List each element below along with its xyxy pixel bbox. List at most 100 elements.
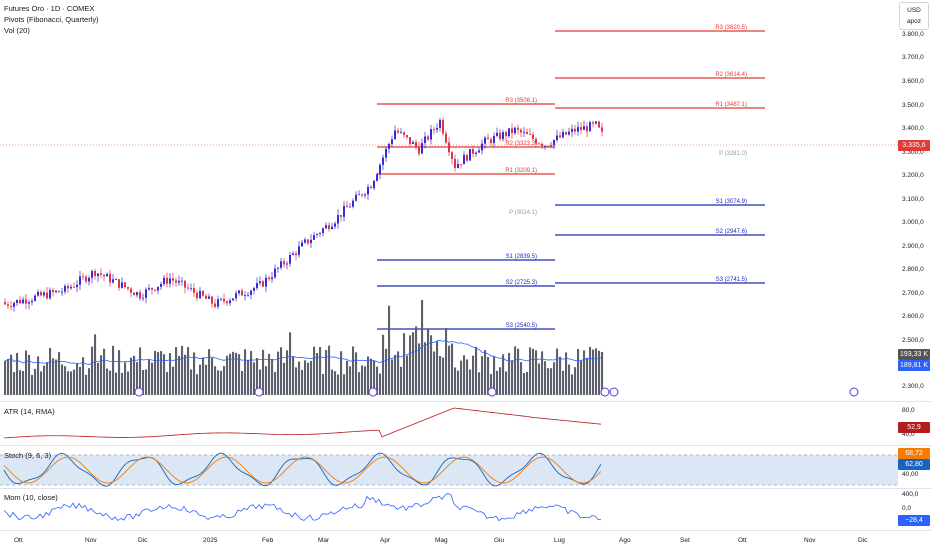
candle-body: [589, 122, 591, 132]
candle-body: [7, 304, 9, 307]
candle-body: [31, 300, 33, 303]
volume-bar: [31, 374, 34, 395]
candle-body: [259, 281, 261, 284]
candle-body: [40, 291, 42, 296]
candle-body: [328, 225, 330, 230]
price-tick: 3.600,0: [902, 78, 924, 85]
mom-title[interactable]: Mom (10, close): [4, 493, 58, 502]
time-tick: Lug: [554, 537, 565, 544]
candle-body: [16, 299, 18, 304]
candle-body: [499, 132, 501, 140]
candle-body: [154, 289, 156, 291]
volume-bar: [583, 350, 586, 395]
price-tick: 2.900,0: [902, 243, 924, 250]
symbol-title[interactable]: Futures Oro · 1D · COMEX: [4, 4, 95, 13]
currency-unit: apoz: [906, 18, 922, 25]
candle-body: [10, 306, 12, 307]
volume-bar: [307, 362, 310, 395]
volume-bar: [439, 356, 442, 395]
candle-body: [559, 135, 561, 138]
volume-bar: [37, 356, 40, 395]
candle-body: [418, 146, 420, 154]
candle-body: [265, 277, 267, 287]
candle-body: [106, 273, 108, 277]
volume-bar: [433, 351, 436, 395]
candle-body: [163, 277, 165, 284]
volume-bar: [487, 356, 490, 395]
volume-bar: [172, 366, 175, 395]
candle-body: [139, 292, 141, 299]
candle-body: [553, 139, 555, 146]
volume-bar: [406, 355, 409, 395]
candle-body: [37, 291, 39, 296]
candle-body: [211, 296, 213, 304]
stoch-title[interactable]: Stoch (9, 6, 3): [4, 451, 52, 460]
candle-body: [451, 152, 453, 159]
volume-bar: [544, 361, 547, 395]
volume-bar: [391, 359, 394, 395]
time-tick: Nov: [85, 537, 97, 544]
candle-body: [280, 261, 282, 268]
time-tick: 2025: [203, 537, 218, 544]
pane-separator[interactable]: [0, 445, 932, 446]
candle-body: [484, 137, 486, 144]
volume-bar: [142, 369, 145, 395]
candle-body: [580, 127, 582, 130]
pivot-lines: R3 (3820.5) R2 (3614.4) R1 (3487.1) P (3281…: [377, 25, 765, 330]
candle-body: [181, 280, 183, 282]
candle-body: [514, 127, 516, 134]
volume-bar: [226, 355, 229, 395]
pane-separator[interactable]: [0, 488, 932, 489]
volume-bar: [187, 347, 190, 395]
candle-body: [289, 254, 291, 264]
candle-body: [382, 157, 384, 165]
candle-body: [226, 301, 228, 304]
atr-value-tag: 52,9: [898, 422, 930, 433]
candle-body: [61, 291, 63, 293]
time-tick: Feb: [262, 537, 274, 544]
volume-bar: [79, 366, 82, 395]
candle-body: [94, 271, 96, 276]
volume-bar: [115, 372, 118, 395]
price-tick: 2.500,0: [902, 337, 924, 344]
candle-body: [49, 290, 51, 299]
mom-pane: [3, 492, 602, 522]
volume-bar: [100, 355, 103, 395]
candle-body: [394, 130, 396, 140]
volume-bar: [67, 371, 70, 395]
candle-body: [424, 136, 426, 144]
volume-bar: [571, 374, 574, 395]
stoch-d-tag: 62,80: [898, 459, 930, 470]
currency-selector[interactable]: USD apoz: [899, 2, 929, 30]
candle-body: [409, 137, 411, 144]
pivot-label: S1 (2839.5): [506, 254, 537, 260]
time-tick: Mag: [435, 537, 448, 544]
candle-body: [19, 299, 21, 304]
volume-bar: [373, 360, 376, 395]
candle-body: [73, 286, 75, 288]
volume-bar: [169, 353, 172, 395]
time-tick: Ott: [738, 537, 747, 544]
pivots-legend[interactable]: Pivots (Fibonacci, Quarterly): [4, 15, 99, 24]
volume-bar: [199, 364, 202, 395]
candle-body: [538, 143, 540, 145]
volume-bar: [298, 361, 301, 395]
candle-body: [523, 132, 525, 133]
volume-bar: [577, 349, 580, 395]
volume-bar: [550, 368, 553, 395]
volume-bar: [256, 358, 259, 395]
volume-bar: [265, 366, 268, 395]
candle-body: [250, 290, 252, 295]
volume-bar: [379, 373, 382, 395]
candle-body: [232, 298, 234, 301]
volume-legend[interactable]: Vol (20): [4, 26, 30, 35]
time-tick: Ago: [619, 537, 631, 544]
candle-body: [364, 194, 366, 196]
atr-title[interactable]: ATR (14, RMA): [4, 407, 55, 416]
volume-bar: [316, 352, 319, 395]
volume-bar: [409, 335, 412, 395]
pane-separator[interactable]: [0, 401, 932, 402]
candle-body: [169, 278, 171, 284]
candle-body: [4, 301, 6, 305]
